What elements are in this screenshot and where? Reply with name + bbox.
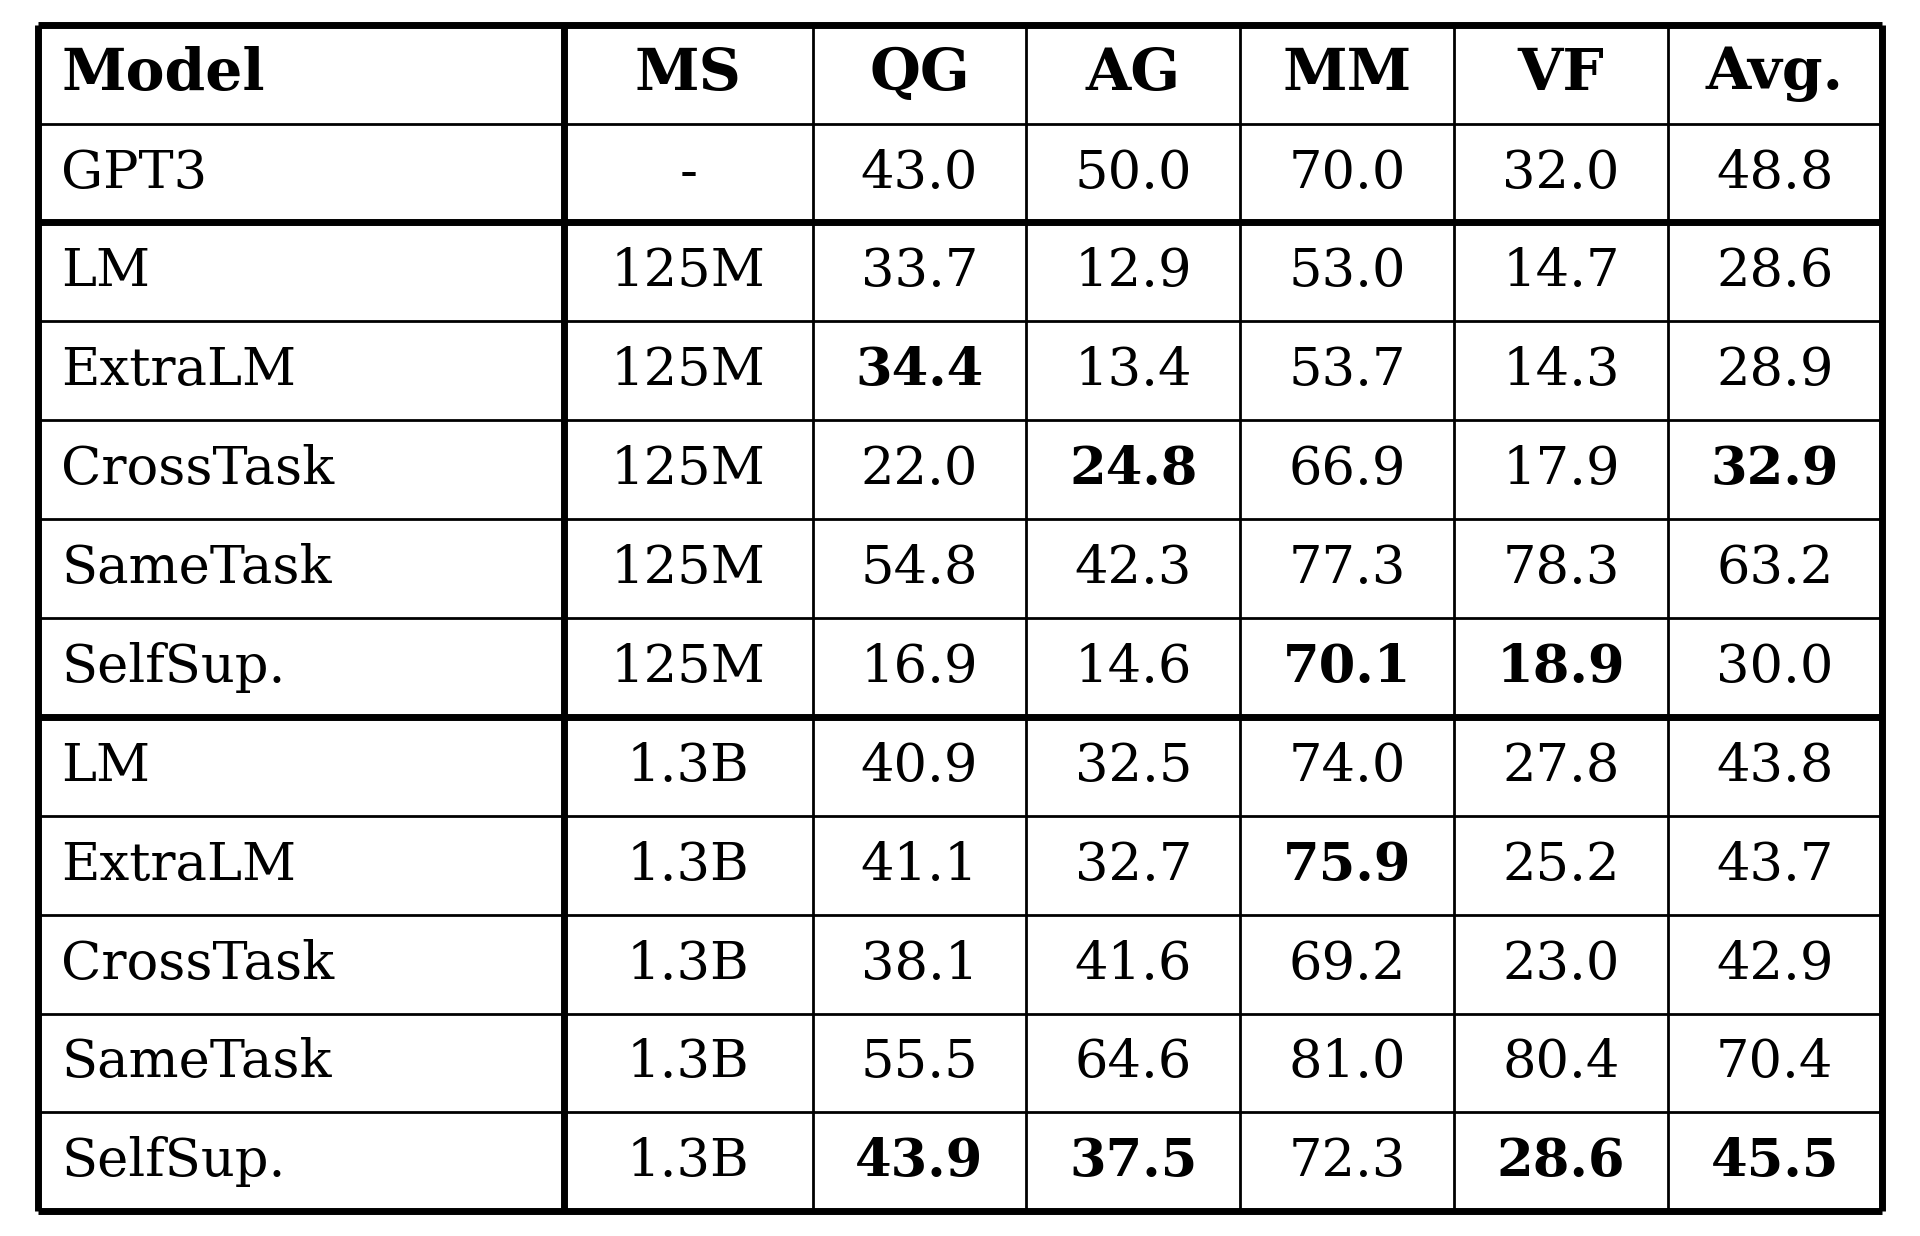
Text: Model: Model [61, 46, 265, 103]
Text: 1.3B: 1.3B [626, 938, 749, 990]
Text: 43.8: 43.8 [1716, 740, 1834, 792]
Text: 18.9: 18.9 [1496, 641, 1624, 693]
Text: 125M: 125M [611, 641, 766, 693]
Text: 81.0: 81.0 [1288, 1037, 1405, 1089]
Text: 25.2: 25.2 [1501, 839, 1620, 891]
Text: 14.6: 14.6 [1075, 641, 1192, 693]
Text: 70.4: 70.4 [1716, 1037, 1834, 1089]
Text: 78.3: 78.3 [1501, 543, 1620, 595]
Text: 14.3: 14.3 [1501, 345, 1620, 397]
Text: 1.3B: 1.3B [626, 740, 749, 792]
Text: LM: LM [61, 740, 150, 792]
Text: 125M: 125M [611, 444, 766, 496]
Text: 40.9: 40.9 [860, 740, 977, 792]
Text: 24.8: 24.8 [1069, 444, 1198, 496]
Text: 80.4: 80.4 [1501, 1037, 1620, 1089]
Text: 64.6: 64.6 [1075, 1037, 1192, 1089]
Text: 1.3B: 1.3B [626, 839, 749, 891]
Text: 50.0: 50.0 [1075, 147, 1192, 199]
Text: MS: MS [636, 46, 741, 103]
Text: SelfSup.: SelfSup. [61, 641, 286, 693]
Text: 42.9: 42.9 [1716, 938, 1834, 990]
Text: Avg.: Avg. [1705, 46, 1843, 103]
Text: 1.3B: 1.3B [626, 1136, 749, 1188]
Text: 28.6: 28.6 [1496, 1136, 1624, 1188]
Text: QG: QG [870, 46, 970, 103]
Text: 45.5: 45.5 [1711, 1136, 1839, 1188]
Text: 30.0: 30.0 [1716, 641, 1834, 693]
Text: 48.8: 48.8 [1716, 147, 1834, 199]
Text: 43.9: 43.9 [854, 1136, 983, 1188]
Text: 16.9: 16.9 [860, 641, 977, 693]
Text: 54.8: 54.8 [860, 543, 977, 595]
Text: SameTask: SameTask [61, 1037, 332, 1089]
Text: 17.9: 17.9 [1501, 444, 1620, 496]
Text: 70.0: 70.0 [1288, 147, 1405, 199]
Text: SameTask: SameTask [61, 543, 332, 595]
Text: 75.9: 75.9 [1283, 839, 1411, 891]
Text: 22.0: 22.0 [860, 444, 977, 496]
Text: 125M: 125M [611, 246, 766, 298]
Text: 125M: 125M [611, 543, 766, 595]
Text: -: - [680, 147, 697, 199]
Text: 38.1: 38.1 [860, 938, 977, 990]
Text: 74.0: 74.0 [1288, 740, 1405, 792]
Text: 72.3: 72.3 [1288, 1136, 1405, 1188]
Text: ExtraLM: ExtraLM [61, 839, 296, 891]
Text: 55.5: 55.5 [860, 1037, 979, 1089]
Text: 1.3B: 1.3B [626, 1037, 749, 1089]
Text: 125M: 125M [611, 345, 766, 397]
Text: 34.4: 34.4 [854, 345, 983, 397]
Text: 66.9: 66.9 [1288, 444, 1405, 496]
Text: 77.3: 77.3 [1288, 543, 1405, 595]
Text: 41.1: 41.1 [860, 839, 979, 891]
Text: LM: LM [61, 246, 150, 298]
Text: 32.5: 32.5 [1075, 740, 1192, 792]
Text: 63.2: 63.2 [1716, 543, 1834, 595]
Text: SelfSup.: SelfSup. [61, 1136, 286, 1188]
Text: GPT3: GPT3 [61, 147, 207, 199]
Text: 32.0: 32.0 [1501, 147, 1620, 199]
Text: 53.0: 53.0 [1288, 246, 1405, 298]
Text: 41.6: 41.6 [1075, 938, 1192, 990]
Text: 37.5: 37.5 [1069, 1136, 1198, 1188]
Text: 14.7: 14.7 [1501, 246, 1620, 298]
Text: MM: MM [1283, 46, 1411, 103]
Text: 23.0: 23.0 [1501, 938, 1620, 990]
Text: CrossTask: CrossTask [61, 938, 334, 990]
Text: 70.1: 70.1 [1283, 641, 1411, 693]
Text: 43.0: 43.0 [860, 147, 977, 199]
Text: 32.9: 32.9 [1711, 444, 1839, 496]
Text: ExtraLM: ExtraLM [61, 345, 296, 397]
Text: 43.7: 43.7 [1716, 839, 1834, 891]
Text: VF: VF [1517, 46, 1605, 103]
Text: 28.9: 28.9 [1716, 345, 1834, 397]
Text: 32.7: 32.7 [1075, 839, 1192, 891]
Text: 28.6: 28.6 [1716, 246, 1834, 298]
Text: 33.7: 33.7 [860, 246, 977, 298]
Text: 69.2: 69.2 [1288, 938, 1405, 990]
Text: 53.7: 53.7 [1288, 345, 1405, 397]
Text: AG: AG [1085, 46, 1181, 103]
Text: 42.3: 42.3 [1075, 543, 1192, 595]
Text: 13.4: 13.4 [1075, 345, 1192, 397]
Text: 27.8: 27.8 [1501, 740, 1620, 792]
Text: 12.9: 12.9 [1075, 246, 1192, 298]
Text: CrossTask: CrossTask [61, 444, 334, 496]
